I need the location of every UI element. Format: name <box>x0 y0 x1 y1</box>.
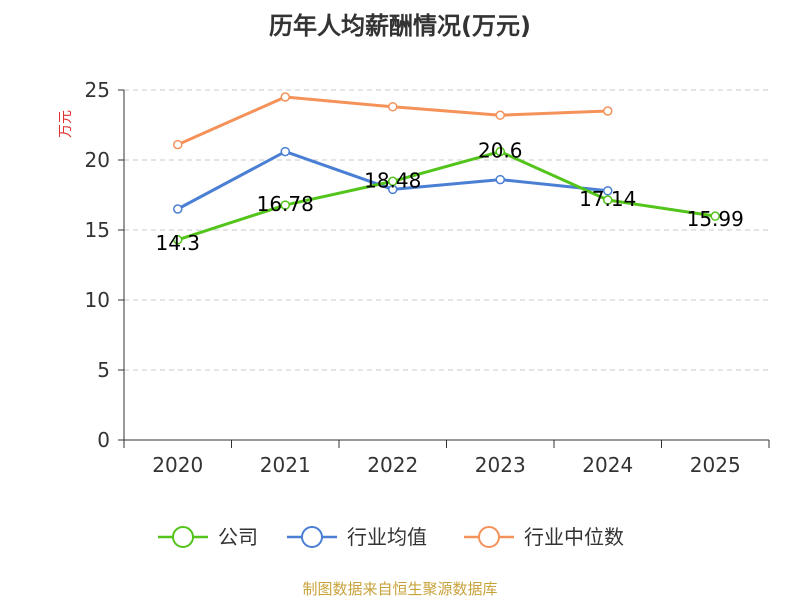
legend-swatch-marker <box>478 526 500 548</box>
source-note: 制图数据来自恒生聚源数据库 <box>302 580 497 598</box>
series-group <box>173 92 720 245</box>
series-point-2 <box>280 92 290 102</box>
legend-swatch-marker <box>172 526 194 548</box>
data-label: 15.99 <box>687 207 744 231</box>
series-point-0 <box>710 211 720 221</box>
y-tick-label: 0 <box>97 428 110 452</box>
x-tick-label: 2025 <box>690 453 741 477</box>
x-tick-label: 2024 <box>582 453 633 477</box>
data-label: 18.48 <box>364 168 421 192</box>
data-label: 14.3 <box>155 231 200 255</box>
y-tick-label: 5 <box>97 358 110 382</box>
series-point-2 <box>388 102 398 112</box>
series-point-0 <box>603 195 613 205</box>
chart-title: 历年人均薪酬情况(万元) <box>269 12 531 40</box>
series-point-2 <box>495 110 505 120</box>
y-tick-label: 20 <box>85 148 110 172</box>
series-point-1 <box>495 174 505 185</box>
data-labels: 14.3 16.78 18.48 20.6 17.14 15.99 <box>155 139 743 255</box>
series-point-0 <box>495 146 505 157</box>
series-point-2 <box>603 106 613 116</box>
grid-lines <box>124 89 769 371</box>
data-label: 16.78 <box>257 192 314 216</box>
series-point-2 <box>173 139 183 150</box>
legend-label: 行业均值 <box>347 525 427 549</box>
series-point-0 <box>388 176 398 187</box>
data-label: 17.14 <box>579 187 636 211</box>
legend-label: 行业中位数 <box>524 525 624 549</box>
legend: 公司 行业均值 行业中位数 <box>158 525 624 549</box>
x-tick-label: 2022 <box>367 453 418 477</box>
x-tick-label: 2020 <box>152 453 203 477</box>
y-tick-label: 10 <box>85 288 110 312</box>
legend-swatch-marker <box>301 526 323 548</box>
series-point-0 <box>173 235 183 245</box>
series-line-0 <box>177 150 716 242</box>
y-axis-label: 万元 <box>58 110 74 138</box>
legend-label: 公司 <box>218 525 258 549</box>
series-point-0 <box>280 200 290 210</box>
x-tick-label: 2023 <box>475 453 526 477</box>
data-label: 20.6 <box>478 139 523 163</box>
x-tick-label: 2021 <box>260 453 311 477</box>
series-point-1 <box>603 186 613 196</box>
series-point-1 <box>280 146 290 157</box>
series-point-1 <box>173 204 183 214</box>
y-tick-label: 25 <box>85 78 110 102</box>
y-tick-label: 15 <box>85 218 110 242</box>
